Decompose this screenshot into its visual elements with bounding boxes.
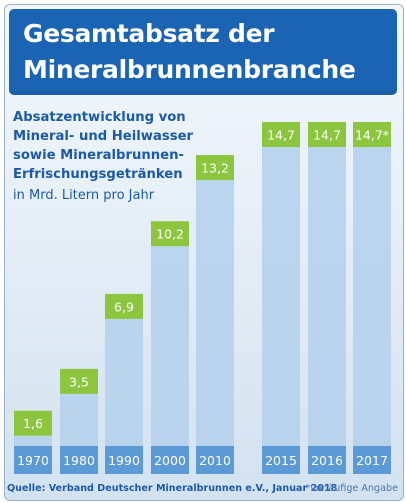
year-label-2000: 2000 <box>154 453 186 468</box>
year-label-1990: 1990 <box>108 453 140 468</box>
year-box-1990 <box>105 446 143 474</box>
subtitle-line-1: Absatzentwicklung von <box>13 110 186 125</box>
bar-group-2017: 14,7* 2017 <box>353 122 391 474</box>
bar-1980 <box>60 393 98 446</box>
year-box-2017 <box>353 446 391 474</box>
bar-group-2000: 10,2 2000 <box>151 221 189 474</box>
bar-group-1990: 6,9 1990 <box>105 293 143 474</box>
value-label-2016: 14,7 <box>313 128 341 143</box>
year-label-1980: 1980 <box>63 453 95 468</box>
year-box-2016 <box>308 446 346 474</box>
subtitle-line-3: sowie Mineralbrunnen- <box>13 148 184 163</box>
unit-label: in Mrd. Litern pro Jahr <box>13 188 155 203</box>
bar-1990 <box>105 318 143 446</box>
source-note: Quelle: Verband Deutscher Mineralbrunnen… <box>7 483 338 494</box>
bar-group-1980: 3,5 1980 <box>60 368 98 474</box>
bar-2015 <box>262 147 300 446</box>
bar-group-2016: 14,7 2016 <box>308 122 346 474</box>
bar-2017 <box>353 147 391 446</box>
year-box-2000 <box>151 446 189 474</box>
value-label-1970: 1,6 <box>23 416 43 431</box>
value-box-2000 <box>151 221 189 247</box>
value-label-2015: 14,7 <box>267 128 295 143</box>
bar-group-2010: 13,2 2010 <box>196 155 234 474</box>
value-box-2017 <box>353 122 391 147</box>
value-box-1970 <box>14 410 52 436</box>
bar-2010 <box>196 180 234 446</box>
bar-2000 <box>151 246 189 446</box>
value-box-1990 <box>105 293 143 319</box>
year-label-1970: 1970 <box>17 453 49 468</box>
value-label-2010: 13,2 <box>201 161 229 176</box>
bar-group-2015: 14,7 2015 <box>262 122 300 474</box>
footnote: *vorläufige Angabe <box>305 483 398 494</box>
bar-1970 <box>14 435 52 446</box>
year-box-2010 <box>196 446 234 474</box>
bar-group-1970: 1,6 1970 <box>14 410 52 474</box>
title-line-2: Mineralbrunnenbranche <box>23 55 356 84</box>
subtitle-line-4: Erfrischungsgetränken <box>13 167 183 182</box>
year-label-2015: 2015 <box>265 453 297 468</box>
value-label-1990: 6,9 <box>114 299 134 314</box>
year-label-2017: 2017 <box>356 453 388 468</box>
year-label-2016: 2016 <box>311 453 343 468</box>
value-box-2015 <box>262 122 300 147</box>
value-label-2000: 10,2 <box>156 227 184 242</box>
title-line-1: Gesamtabsatz der <box>23 19 275 48</box>
subtitle-line-2: Mineral- und Heilwasser <box>13 129 194 144</box>
value-box-2016 <box>308 122 346 147</box>
bar-2016 <box>308 147 346 446</box>
value-label-2017: 14,7* <box>355 128 389 143</box>
chart-subtitle: Absatzentwicklung von Mineral- und Heilw… <box>13 108 213 184</box>
year-box-1980 <box>60 446 98 474</box>
year-box-1970 <box>14 446 52 474</box>
year-box-2015 <box>262 446 300 474</box>
value-box-1980 <box>60 368 98 394</box>
value-box-2010 <box>196 155 234 181</box>
year-label-2010: 2010 <box>199 453 231 468</box>
title-banner: Gesamtabsatz der Mineralbrunnenbranche <box>9 9 397 95</box>
value-label-1980: 3,5 <box>69 374 89 389</box>
